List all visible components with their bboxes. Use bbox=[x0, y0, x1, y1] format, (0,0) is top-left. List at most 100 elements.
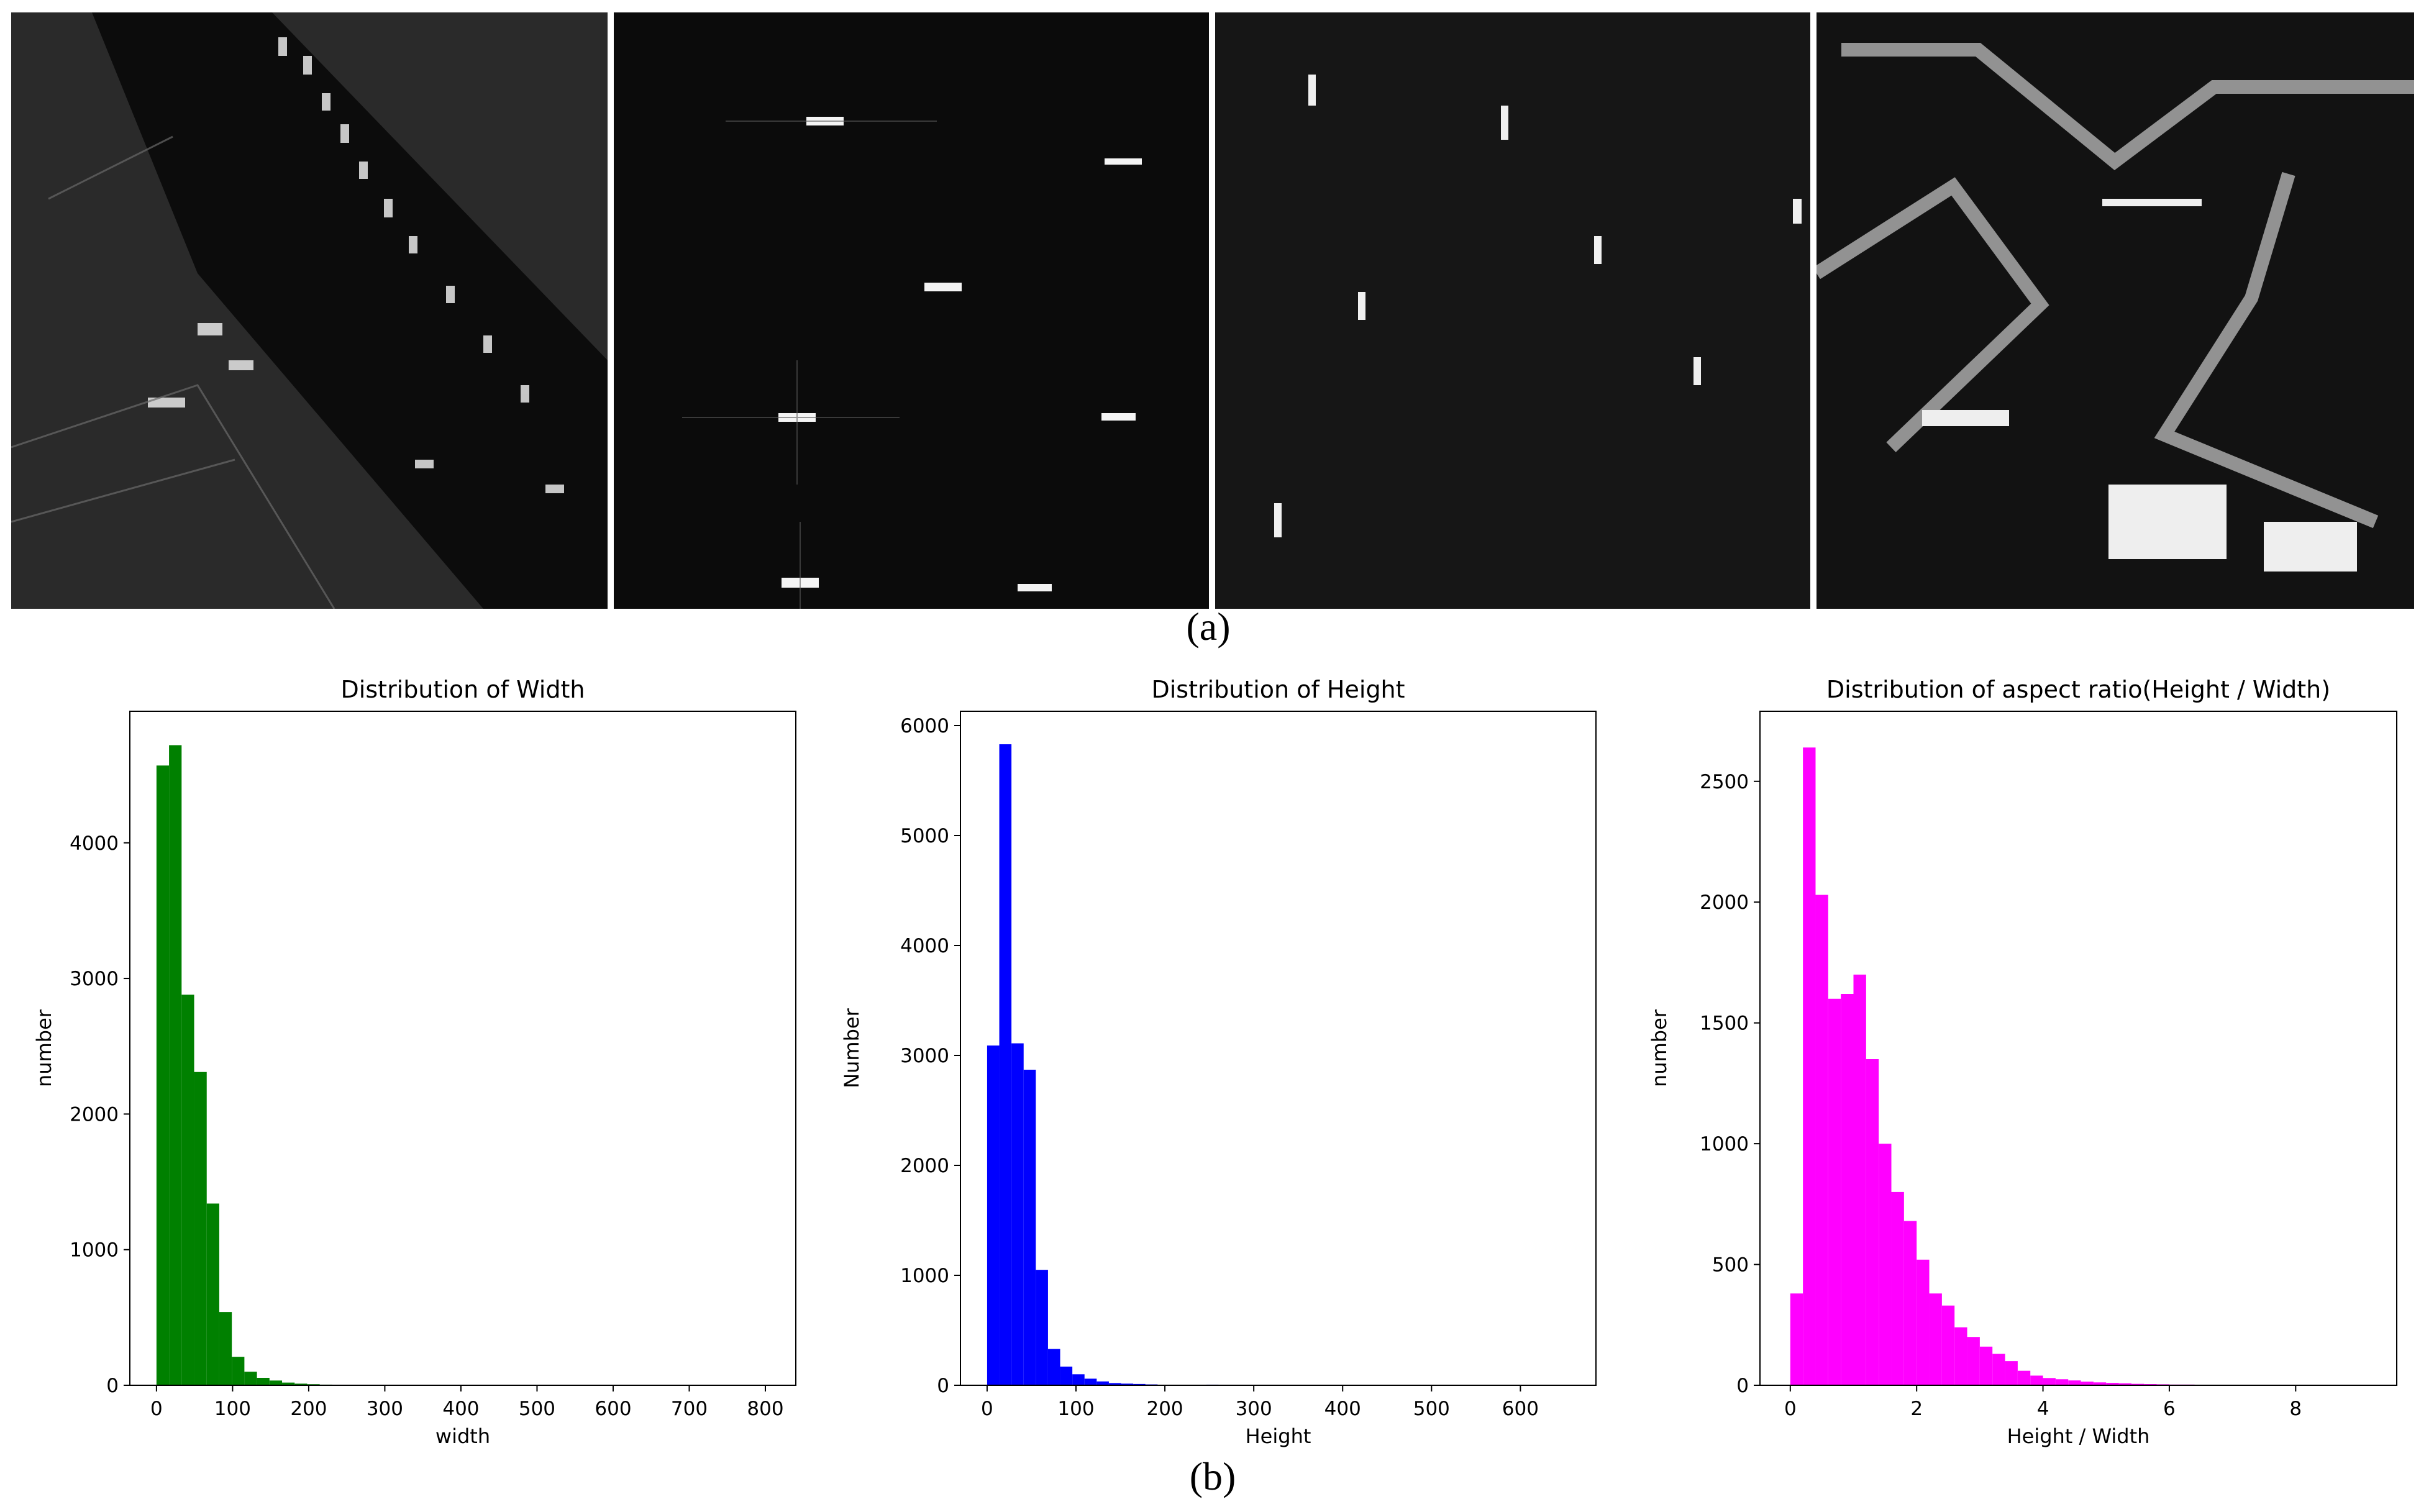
sar-image-4 bbox=[1817, 12, 2414, 609]
histogram-bar bbox=[1815, 895, 1828, 1385]
x-tick-label: 300 bbox=[1236, 1398, 1272, 1420]
x-tick-label: 600 bbox=[595, 1398, 631, 1420]
histogram-bar bbox=[294, 1383, 308, 1385]
x-tick-label: 200 bbox=[1146, 1398, 1183, 1420]
histogram-bar bbox=[1803, 747, 1816, 1385]
histogram-bar bbox=[257, 1377, 270, 1385]
histogram-bar bbox=[1060, 1366, 1073, 1385]
histogram-bar bbox=[2055, 1379, 2069, 1385]
height-histogram-svg: Distribution of Height 0 100 200 300 400 500 60… bbox=[840, 676, 1597, 1448]
x-tick-label: 300 bbox=[367, 1398, 403, 1420]
x-tick-label: 500 bbox=[1413, 1398, 1450, 1420]
x-tick-label: 400 bbox=[1324, 1398, 1361, 1420]
y-axis-label: number bbox=[32, 1009, 56, 1087]
x-tick-label: 0 bbox=[981, 1398, 993, 1420]
x-tick-label: 0 bbox=[1784, 1398, 1797, 1420]
histogram-bar bbox=[1084, 1378, 1097, 1385]
y-tick-label: 4000 bbox=[900, 935, 949, 957]
y-tick-label: 1000 bbox=[1700, 1133, 1749, 1155]
histogram-bar bbox=[1903, 1221, 1917, 1385]
aspect-ratio-histogram-svg: Distribution of aspect ratio(Height / Wi… bbox=[1648, 676, 2397, 1448]
x-tick-label: 800 bbox=[747, 1398, 783, 1420]
y-tick-label: 2000 bbox=[900, 1155, 949, 1177]
histogram-bar bbox=[1133, 1383, 1146, 1385]
histogram-bar bbox=[1853, 974, 1866, 1385]
histogram-bar bbox=[1841, 994, 1854, 1385]
histogram-bar bbox=[1941, 1305, 1955, 1385]
y-tick-label: 6000 bbox=[900, 715, 949, 737]
chart-width-histogram: Distribution of Width 0 100 200 300 400 500 600… bbox=[0, 658, 808, 1466]
histogram-bar bbox=[1917, 1259, 1930, 1385]
histogram-bar bbox=[1790, 1293, 1803, 1385]
histogram-bar bbox=[2017, 1370, 2031, 1385]
histogram-bar bbox=[219, 1312, 232, 1385]
histogram-bar bbox=[2093, 1382, 2107, 1385]
histogram-bar bbox=[999, 744, 1012, 1385]
y-tick-label: 2000 bbox=[70, 1103, 119, 1126]
x-tick-label: 4 bbox=[2037, 1398, 2049, 1420]
y-tick-label: 5000 bbox=[900, 825, 949, 847]
x-tick-label: 500 bbox=[519, 1398, 555, 1420]
histogram-bar bbox=[1866, 1059, 1879, 1385]
chart-aspect-ratio-histogram: Distribution of aspect ratio(Height / Wi… bbox=[1615, 658, 2416, 1466]
sar-image-1 bbox=[11, 12, 608, 609]
y-tick-label: 3000 bbox=[70, 968, 119, 990]
histogram-bar bbox=[1979, 1346, 1993, 1385]
histogram-bar bbox=[156, 765, 170, 1385]
histogram-bar bbox=[1891, 1191, 1904, 1385]
y-axis-label: number bbox=[1648, 1009, 1671, 1087]
y-tick-label: 0 bbox=[1736, 1375, 1749, 1397]
y-tick-label: 2000 bbox=[1700, 891, 1749, 914]
x-tick-label: 600 bbox=[1502, 1398, 1539, 1420]
x-axis-label: Height bbox=[1246, 1424, 1311, 1448]
histogram-bar bbox=[1108, 1383, 1121, 1385]
histogram-bar bbox=[1011, 1043, 1024, 1385]
histogram-bar bbox=[1879, 1144, 1892, 1385]
sar-image-3 bbox=[1215, 12, 1810, 609]
histogram-bar bbox=[2118, 1383, 2131, 1385]
histogram-bar bbox=[2068, 1380, 2081, 1385]
histogram-bar bbox=[282, 1382, 295, 1385]
caption-a: (a) bbox=[1186, 604, 1231, 649]
histogram-bar bbox=[1992, 1354, 2005, 1385]
y-tick-label: 1500 bbox=[1700, 1013, 1749, 1035]
x-tick-label: 8 bbox=[2289, 1398, 2302, 1420]
plot-frame bbox=[960, 711, 1597, 1386]
histogram-bar bbox=[194, 1072, 207, 1385]
sar-image-sea-ships-icon bbox=[614, 12, 1209, 609]
histogram-bar bbox=[1828, 998, 1841, 1385]
histogram-bar bbox=[206, 1203, 219, 1385]
histogram-bar bbox=[232, 1357, 245, 1385]
sar-image-2 bbox=[614, 12, 1209, 609]
x-tick-label: 6 bbox=[2163, 1398, 2176, 1420]
histogram-bar bbox=[2106, 1383, 2119, 1385]
x-tick-label: 100 bbox=[1057, 1398, 1094, 1420]
histogram-bar bbox=[2030, 1375, 2043, 1385]
y-tick-label: 1000 bbox=[70, 1239, 119, 1262]
histogram-bar bbox=[1072, 1374, 1085, 1385]
histogram-bar bbox=[1967, 1337, 1980, 1385]
y-tick-label: 0 bbox=[937, 1375, 949, 1397]
sar-image-river-city-icon bbox=[11, 12, 608, 609]
histogram-bar bbox=[2131, 1383, 2145, 1385]
x-tick-label: 0 bbox=[150, 1398, 163, 1420]
histogram-bar bbox=[1954, 1327, 1967, 1385]
chart-title: Distribution of Width bbox=[341, 676, 585, 703]
histogram-bar bbox=[2043, 1378, 2056, 1385]
histogram-bar bbox=[1023, 1070, 1036, 1385]
histogram-bar bbox=[1036, 1270, 1048, 1385]
y-tick-label: 2500 bbox=[1700, 771, 1749, 793]
histogram-bar bbox=[987, 1045, 1000, 1385]
plot-frame bbox=[129, 711, 796, 1386]
histogram-bar bbox=[244, 1372, 257, 1385]
histogram-bar bbox=[169, 745, 182, 1385]
y-tick-label: 0 bbox=[106, 1375, 119, 1397]
y-tick-label: 4000 bbox=[70, 832, 119, 855]
caption-b: (b) bbox=[1189, 1454, 1236, 1498]
x-tick-label: 400 bbox=[442, 1398, 479, 1420]
x-tick-label: 700 bbox=[671, 1398, 708, 1420]
sar-image-harbor-icon bbox=[1817, 12, 2414, 609]
histogram-bar bbox=[2005, 1361, 2018, 1385]
sar-image-sea-ships-icon bbox=[1215, 12, 1810, 609]
histogram-bar bbox=[1929, 1293, 1942, 1385]
